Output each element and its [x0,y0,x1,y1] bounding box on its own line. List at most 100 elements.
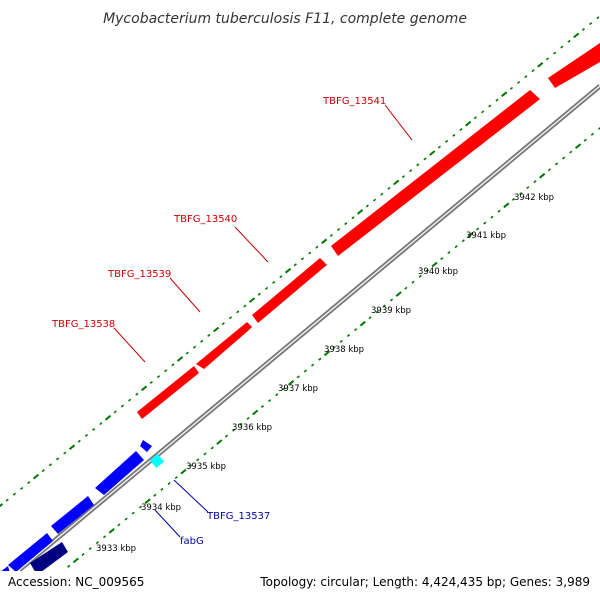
tick-mark [210,446,214,450]
tick-mark [128,398,132,402]
tick-mark [203,452,207,456]
tick-mark [77,439,81,443]
tick-mark [539,172,546,179]
tick-mark [357,209,364,215]
tick-mark [131,511,135,515]
tick-mark [310,363,315,367]
kbp-label: 3936 kbp [232,423,272,433]
tick-mark [243,304,247,308]
tick-mark [365,204,369,208]
tick-mark [212,326,220,333]
tick-mark [554,162,559,166]
tick-mark [475,227,480,231]
gene-label[interactable]: TBFG_13537 [206,511,270,522]
tick-mark [423,157,427,161]
gene-tbfg-13542-partial[interactable] [548,43,600,88]
tick-mark [308,251,312,255]
tick-mark [5,498,9,502]
tick-mark [545,57,550,61]
tick-mark [569,150,573,154]
tick-mark [408,169,413,173]
tick-mark [346,333,351,338]
tick-mark [135,392,139,396]
gene-label[interactable]: fabG [180,536,204,547]
tick-mark [533,180,537,184]
tick-mark [590,132,595,136]
gene-reverse-2[interactable] [51,496,94,534]
gene-reverse-1[interactable] [95,451,144,495]
genome-backbone [0,84,600,588]
tick-mark [63,451,67,455]
gene-fabg[interactable] [8,533,53,572]
tick-mark [108,528,115,534]
tick-mark [41,469,45,473]
tick-mark [264,286,269,290]
tick-mark [12,492,17,496]
gene-tbfg-13541[interactable] [331,90,540,256]
tick-mark [67,564,71,568]
gene-label[interactable]: TBFG_13539 [107,269,171,280]
tick-mark [303,369,308,373]
gene-label-lines [113,104,413,538]
tick-mark [221,322,225,326]
tick-mark [144,498,151,505]
tick-mark [411,280,415,284]
tick-mark [467,232,474,238]
kbp-labels: 3933 kbp 3934 kbp 3935 kbp 3936 kbp 3937… [96,193,554,554]
tick-mark [248,297,256,303]
tick-mark [560,45,564,49]
gene-tbfg-13538[interactable] [137,366,199,419]
inner-tick-track [36,126,600,593]
tick-mark [315,245,319,249]
gene-label[interactable]: TBFG_13540 [173,214,237,225]
tick-mark [519,191,523,196]
tick-mark [104,414,112,421]
tick-mark [279,275,283,279]
tick-mark [387,186,391,190]
tick-mark [354,328,358,332]
tick-mark [153,493,157,497]
tick-mark [574,143,582,149]
tick-mark [382,304,386,308]
gene-reverse-dark[interactable] [30,542,68,575]
gene-tbfg-13540[interactable] [252,258,327,323]
tick-mark [452,133,456,137]
tick-mark [300,257,305,261]
tick-mark [401,175,406,179]
tick-mark [27,480,31,485]
outer-tick-track [0,16,600,508]
gene-tbfg-13539[interactable] [196,322,252,369]
tick-mark [473,116,477,120]
tick-mark [124,517,128,521]
tick-mark [581,27,586,32]
tick-mark [228,316,233,320]
tick-mark [260,404,265,409]
tick-mark [368,316,372,320]
tick-mark [224,434,229,438]
tick-mark [389,298,394,302]
tick-mark [275,393,279,397]
tick-mark [196,458,200,462]
tick-mark [216,439,223,445]
tick-mark [375,310,379,314]
tick-mark [437,145,441,149]
tick-mark [490,215,494,219]
tick-mark [351,216,355,220]
tick-mark [483,221,487,225]
gene-label[interactable]: TBFG_13538 [51,319,115,330]
tick-mark [176,356,184,362]
feature-small-cyan[interactable] [149,453,165,469]
tick-mark [192,345,197,349]
tick-mark [531,69,535,73]
tick-mark [393,179,400,186]
tick-mark [95,541,99,545]
gene-label[interactable]: TBFG_13541 [322,96,386,107]
tick-mark [272,280,276,284]
tick-mark [567,39,571,43]
kbp-label: 3935 kbp [186,462,226,472]
gene-tbfg-13537[interactable] [140,440,152,452]
tick-mark [573,32,580,39]
tick-mark [156,375,161,379]
tick-mark [517,80,521,84]
tick-mark [596,16,600,20]
